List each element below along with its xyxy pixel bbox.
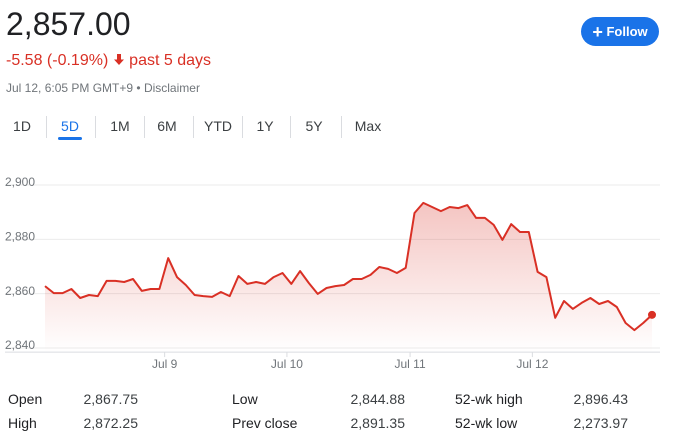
stat-label: Low (232, 391, 258, 407)
x-tick-label: Jul 9 (152, 357, 178, 371)
stat-value: 2,844.88 (350, 391, 406, 407)
y-tick-label: 2,840 (5, 338, 35, 352)
tab-separator (192, 116, 194, 138)
period: past 5 days (129, 52, 211, 69)
tab[interactable]: 5D (61, 118, 79, 134)
x-tick-label: Jul 10 (271, 357, 303, 371)
price-line (44, 201, 653, 332)
price: 2,857.00 (6, 6, 131, 42)
stat-value: 2,891.35 (350, 415, 406, 431)
tab[interactable]: 5Y (305, 118, 323, 134)
stat-label: Prev close (232, 415, 298, 431)
x-tick-label: Jul 12 (516, 357, 548, 371)
tab-underline (58, 137, 82, 140)
tab-separator (46, 116, 47, 138)
y-tick-label: 2,880 (5, 230, 35, 244)
stat-value: 2,867.75 (83, 391, 139, 407)
x-tick-label: Jul 11 (395, 357, 426, 371)
last-point (648, 310, 656, 319)
timestamp-line: Jul 12, 6:05 PM GMT+9 • Disclaimer (6, 81, 200, 95)
follow-label: Follow (606, 24, 648, 39)
tab[interactable]: 6M (157, 118, 177, 134)
tab[interactable]: 1D (13, 118, 31, 134)
change: -5.58 (-0.19%) past 5 days (6, 52, 211, 70)
timestamp: Jul 12, 6:05 PM GMT+9 (6, 81, 134, 95)
down-arrow (113, 54, 124, 65)
stat-value: 2,896.43 (573, 391, 629, 407)
stat-label: 52-wk low (455, 415, 518, 431)
tab[interactable]: Max (354, 118, 382, 134)
tab-separator (289, 116, 291, 138)
tab-separator (95, 116, 96, 138)
tab-separator (143, 116, 145, 138)
tab-separator (341, 116, 342, 138)
stat-label: 52-wk high (455, 391, 523, 407)
follow-button[interactable]: + Follow (581, 17, 659, 46)
tab[interactable]: 1Y (256, 118, 274, 134)
disclaimer[interactable]: Disclaimer (143, 81, 200, 95)
tab-separator (241, 116, 243, 138)
y-tick-label: 2,900 (5, 175, 35, 189)
stat-value: 2,872.25 (83, 415, 139, 431)
tab[interactable]: YTD (204, 118, 232, 134)
change-value: -5.58 (-0.19%) (6, 52, 109, 69)
stat-value: 2,273.97 (573, 415, 629, 431)
stat-label: High (8, 415, 37, 431)
area (45, 202, 652, 353)
stat-label: Open (8, 391, 43, 407)
y-tick-label: 2,860 (5, 284, 35, 298)
tab[interactable]: 1M (110, 118, 130, 134)
